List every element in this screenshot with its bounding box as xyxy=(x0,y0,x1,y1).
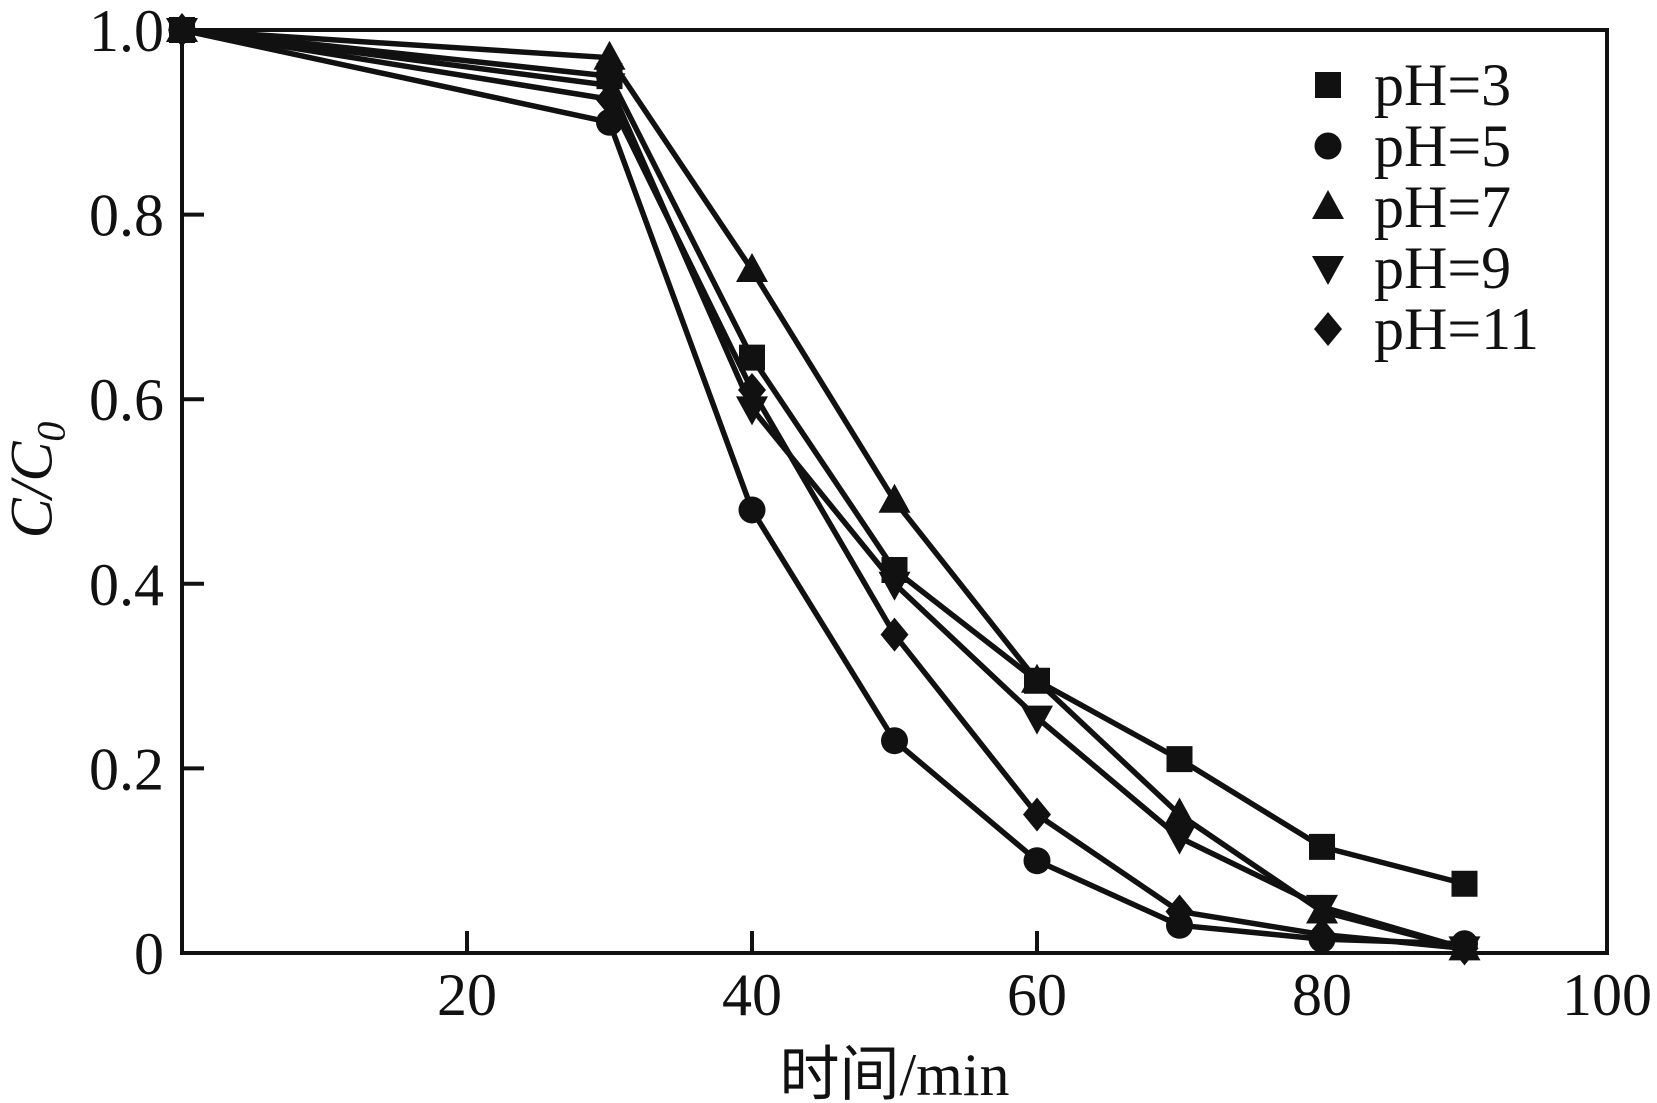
series-line-ph9 xyxy=(179,27,1468,952)
legend-item-ph7: pH=7 xyxy=(1308,176,1539,237)
legend-item-ph11: pH=11 xyxy=(1308,298,1539,359)
legend-item-ph9: pH=9 xyxy=(1308,237,1539,298)
diamond-icon xyxy=(1314,311,1342,346)
triangle-up-marker xyxy=(736,252,768,282)
y-tick-label-0.4: 0.4 xyxy=(89,552,164,618)
y-tick-label-0.6: 0.6 xyxy=(89,367,164,433)
legend-label: pH=7 xyxy=(1374,173,1512,240)
x-tick-label-60: 60 xyxy=(1007,962,1067,1028)
triangle-up-marker xyxy=(1021,663,1053,693)
square-marker xyxy=(1451,870,1478,897)
diamond-marker xyxy=(1023,797,1051,832)
legend-item-ph3: pH=3 xyxy=(1308,54,1539,115)
plot-border xyxy=(180,28,1609,955)
y-tick-label-0.2: 0.2 xyxy=(89,736,164,802)
series-ph7 xyxy=(166,13,1481,961)
y-axis-title: C/C0 xyxy=(0,422,75,539)
legend-item-ph5: pH=5 xyxy=(1308,115,1539,176)
series-ph3 xyxy=(169,17,1478,897)
triangle-down-marker xyxy=(1306,894,1338,924)
square-marker xyxy=(1309,833,1335,860)
x-tick-label-80: 80 xyxy=(1292,962,1352,1028)
series-line-ph7 xyxy=(179,27,1468,952)
y-tick-label-0: 0 xyxy=(134,921,164,987)
diamond-marker xyxy=(1165,894,1194,929)
triangle-up-marker xyxy=(593,40,626,70)
series-ph5 xyxy=(168,16,1478,958)
circle-marker xyxy=(1023,847,1051,875)
triangle-up-marker xyxy=(1163,797,1196,827)
y-axis-title-subscript: 0 xyxy=(28,421,74,442)
circle-icon xyxy=(1314,132,1342,159)
circle-marker xyxy=(738,496,766,524)
legend: pH=3 pH=5 pH=7 pH=9 pH=11 xyxy=(1308,54,1539,359)
series-ph11 xyxy=(168,13,1479,966)
series-line-ph3 xyxy=(179,27,1468,887)
x-tick-label-100: 100 xyxy=(1562,962,1652,1028)
series-line-ph5 xyxy=(179,27,1468,947)
y-axis-title-main: C/C xyxy=(0,441,65,539)
triangle-down-marker xyxy=(878,571,911,601)
diamond-marker xyxy=(595,82,624,117)
triangle-up-icon xyxy=(1312,189,1344,219)
x-tick-label-40: 40 xyxy=(722,962,782,1028)
triangle-up-marker xyxy=(878,483,911,513)
diamond-marker xyxy=(1450,931,1479,966)
circle-marker xyxy=(881,727,908,755)
legend-label: pH=9 xyxy=(1374,234,1512,301)
square-marker xyxy=(739,344,765,371)
square-icon xyxy=(1315,71,1341,98)
square-marker xyxy=(1166,746,1193,773)
legend-label: pH=5 xyxy=(1374,112,1512,179)
y-tick-label-1.0: 1.0 xyxy=(89,0,164,64)
diamond-marker xyxy=(1308,917,1336,952)
triangle-down-marker xyxy=(1163,825,1196,855)
x-axis-title: 时间/min xyxy=(779,1042,1010,1103)
diamond-marker xyxy=(880,617,909,652)
triangle-down-marker xyxy=(1021,705,1053,735)
triangle-down-icon xyxy=(1312,255,1344,285)
y-tick-label-0.8: 0.8 xyxy=(89,183,164,249)
legend-label: pH=3 xyxy=(1374,51,1512,118)
diamond-marker xyxy=(168,13,196,47)
diamond-marker xyxy=(738,372,766,407)
legend-label: pH=11 xyxy=(1374,295,1539,362)
series-line-ph11 xyxy=(179,27,1468,952)
x-tick-label-20: 20 xyxy=(437,962,497,1028)
